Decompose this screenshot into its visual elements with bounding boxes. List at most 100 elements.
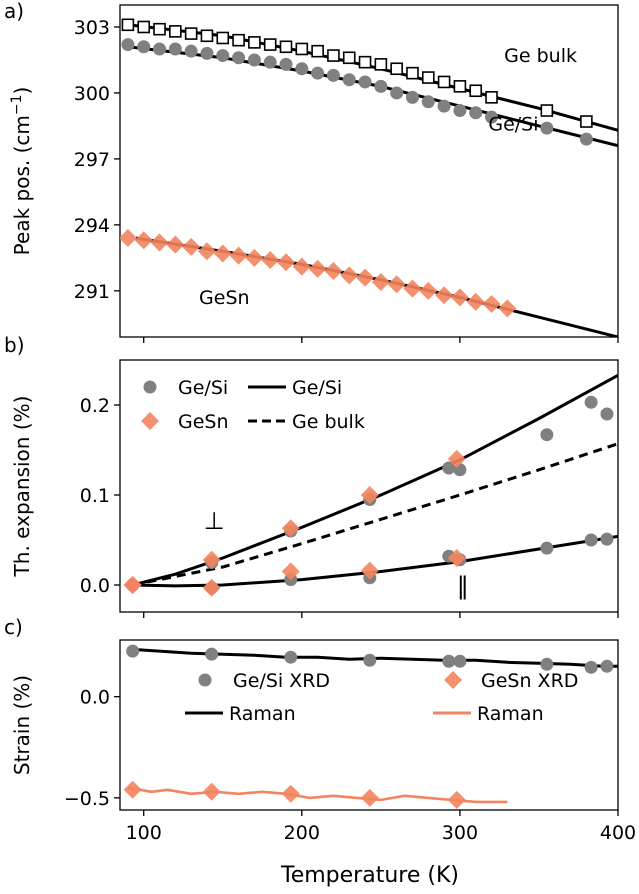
data-point-diamond <box>120 229 137 248</box>
data-point-square <box>374 58 388 71</box>
axes-frame <box>119 359 619 613</box>
data-point-square <box>137 20 151 34</box>
plot-area <box>120 18 618 337</box>
panel-label: a) <box>4 0 24 23</box>
data-point-square <box>342 51 356 65</box>
data-point-square <box>580 115 593 128</box>
data-point-square <box>540 104 554 117</box>
data-point-circle <box>579 132 593 146</box>
data-point-square <box>421 71 435 84</box>
data-point-diamond <box>123 576 142 594</box>
data-point-diamond <box>123 780 142 799</box>
y-tick-label: 294 <box>74 215 110 237</box>
legend-label: GeSn XRD <box>481 670 578 692</box>
data-point-circle <box>232 51 246 65</box>
data-point-circle <box>168 42 182 56</box>
data-point-diamond <box>292 257 311 276</box>
y-axis-label: Peak pos. (cm−1) <box>9 87 34 256</box>
data-point-circle <box>584 533 598 547</box>
data-point-circle <box>326 68 340 82</box>
data-point-square <box>406 66 419 80</box>
data-point-circle <box>363 653 377 667</box>
data-point-square <box>279 40 293 54</box>
axes-frame <box>119 639 619 811</box>
data-point-circle <box>279 57 293 71</box>
legend: Ge/Si XRD GeSn XRD Raman Raman <box>185 670 578 725</box>
data-point-square <box>248 36 261 49</box>
y-axis-label-sup: −1 <box>9 94 25 115</box>
panel-label: c) <box>4 615 23 639</box>
data-point-diamond <box>419 281 438 300</box>
data-point-square <box>485 91 498 104</box>
legend-label: Ge/Si XRD <box>233 670 330 692</box>
legend-marker-circle <box>143 380 157 394</box>
data-point-circle <box>295 62 309 76</box>
data-point-circle <box>205 647 219 661</box>
series-line <box>132 442 618 587</box>
series-line <box>127 786 508 804</box>
data-point-circle <box>342 73 356 87</box>
data-point-diamond <box>447 450 466 468</box>
annotation: Ge bulk <box>504 45 577 67</box>
data-point-diamond <box>447 549 466 567</box>
data-point-circle <box>437 99 451 113</box>
data-point-diamond <box>482 295 501 314</box>
data-point-circle <box>358 75 372 89</box>
data-point-diamond <box>281 519 300 538</box>
data-point-circle <box>600 532 614 546</box>
data-point-diamond <box>281 562 300 581</box>
data-point-square <box>232 33 245 47</box>
data-point-circle <box>469 106 483 120</box>
data-point-circle <box>126 644 140 658</box>
data-point-circle <box>184 44 198 58</box>
data-point-circle <box>540 428 554 442</box>
legend-marker-diamond <box>141 412 159 430</box>
data-point-square <box>184 27 198 40</box>
data-point-circle <box>442 654 456 668</box>
data-point-circle <box>540 121 554 135</box>
annotation: ⊥ <box>204 507 225 535</box>
data-point-circle <box>200 46 214 60</box>
data-point-diamond <box>403 279 422 298</box>
y-tick-label: 0.2 <box>80 395 110 417</box>
data-point-diamond <box>202 782 221 801</box>
y-tick-label: 0.1 <box>80 485 110 507</box>
axes-frame <box>119 4 619 338</box>
data-point-square <box>311 44 324 58</box>
data-point-circle <box>216 49 230 63</box>
data-point-circle <box>153 42 167 56</box>
data-point-circle <box>442 461 456 475</box>
data-point-diamond <box>498 299 517 318</box>
panel-a: a) 291 294 297 300 303 Peak pos. (cm−1) Ge bulk… <box>4 0 619 343</box>
data-point-diamond <box>197 242 216 261</box>
data-point-circle <box>263 55 277 69</box>
y-tick-label: 297 <box>74 149 110 171</box>
legend-label: Raman <box>477 703 544 725</box>
series-line <box>132 534 618 588</box>
legend-label: Raman <box>229 703 296 725</box>
data-point-diamond <box>450 288 469 307</box>
legend-marker-circle <box>198 673 212 687</box>
data-point-square <box>390 62 403 76</box>
data-point-square <box>327 49 340 62</box>
data-point-diamond <box>166 235 185 254</box>
y-axis-label: Strain (%) <box>10 675 34 775</box>
data-point-circle <box>584 660 598 674</box>
data-point-circle <box>405 90 419 104</box>
legend-label: Ge/Si <box>292 377 342 399</box>
data-point-diamond <box>387 275 406 294</box>
x-axis-label: Temperature (K) <box>280 863 459 888</box>
data-point-square <box>469 84 483 98</box>
data-point-diamond <box>281 784 300 803</box>
data-point-diamond <box>371 273 390 292</box>
data-point-square <box>295 42 309 56</box>
annotation: GeSn <box>199 287 250 309</box>
data-point-diamond <box>277 253 295 272</box>
data-point-diamond <box>308 259 327 278</box>
data-point-circle <box>453 104 467 118</box>
y-tick-label: −0.5 <box>64 788 110 810</box>
y-axis-label-close: ) <box>10 87 34 95</box>
data-point-diamond <box>340 266 359 285</box>
data-point-diamond <box>360 486 379 504</box>
